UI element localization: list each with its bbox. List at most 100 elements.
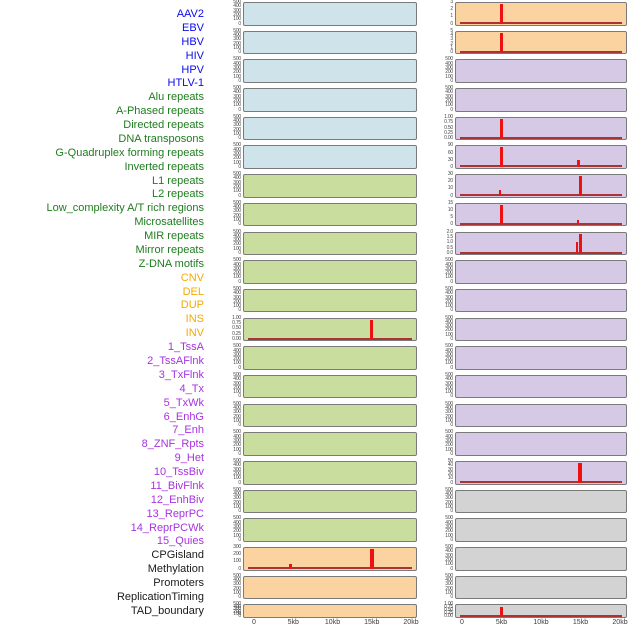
y-tick-label: 200 — [233, 551, 241, 558]
y-tick-label: 400 — [445, 519, 453, 526]
y-tick-label: 1 — [450, 44, 453, 51]
y-tick-label: 500 — [233, 27, 241, 34]
feature-label: 5_TxWk — [163, 396, 204, 409]
y-tick-label: 200 — [233, 40, 241, 47]
y-tick-label: 200 — [445, 528, 453, 535]
zero-baseline — [460, 251, 622, 254]
x-tick-label: 10kb — [533, 619, 549, 626]
feature-label: G-Quadruplex forming repeats — [55, 146, 204, 159]
mini-panel-l2-repeats — [243, 374, 417, 399]
y-tick-label: 500 — [233, 171, 241, 178]
y-tick-label: 400 — [233, 491, 241, 498]
y-tick-label: 500 — [445, 56, 453, 63]
feature-label: 6_EnhG — [163, 410, 204, 423]
y-tick-label: 100 — [445, 303, 453, 310]
y-tick-label: 10 — [447, 475, 453, 482]
y-tick-label: 100 — [233, 360, 241, 367]
y-tick-label: 500 — [233, 601, 241, 608]
feature-label: 8_ZNF_Rpts — [141, 438, 204, 451]
y-tick-label: 400 — [445, 318, 453, 325]
y-tick-label: 400 — [445, 376, 453, 383]
y-tick-label: 0.0 — [446, 250, 454, 257]
y-tick-label: 500 — [445, 515, 453, 522]
y-tick-label: 30 — [447, 156, 453, 163]
y-tick-label: 3 — [450, 0, 453, 5]
y-tick-label: 1.0 — [446, 239, 454, 246]
zero-baseline — [248, 337, 412, 340]
y-tick-label: 400 — [233, 31, 241, 38]
y-tick-label: 200 — [445, 97, 453, 104]
y-tick-label: 100 — [445, 532, 453, 539]
y-tick-label: 0 — [450, 49, 453, 56]
feature-label: MIR repeats — [144, 230, 204, 243]
mini-panel-5-txwk — [455, 174, 627, 198]
y-tick-label: 200 — [233, 241, 241, 248]
y-tick-label: 0.75 — [444, 119, 453, 126]
y-tick-label: 0 — [450, 422, 453, 429]
y-tick-label: 100 — [233, 16, 241, 23]
feature-label: A-Phased repeats — [115, 105, 204, 118]
y-tick-label: 0 — [450, 479, 453, 486]
y-tick-label: 400 — [233, 175, 241, 182]
feature-label: 1_TssA — [167, 341, 204, 354]
y-tick-label: 0.25 — [444, 129, 453, 136]
y-tick-label: 2 — [450, 6, 453, 13]
y-tick-label: 400 — [233, 89, 241, 96]
y-tick-label: 0 — [238, 163, 241, 170]
y-tick-label: 200 — [445, 384, 453, 391]
feature-label: ReplicationTiming — [116, 590, 204, 603]
y-tick-label: 0 — [450, 20, 453, 27]
spike-bar — [577, 220, 580, 225]
y-tick-label: 400 — [233, 347, 241, 354]
feature-label: Low_complexity A/T rich regions — [46, 202, 204, 215]
mini-panel-replicationtiming — [455, 575, 627, 600]
y-tick-label: 300 — [233, 93, 241, 100]
zero-baseline — [460, 136, 622, 139]
y-tick-label: 0 — [450, 192, 453, 199]
mini-panel-7-enh — [455, 231, 627, 256]
mini-panel-8-znf-rpts — [455, 260, 627, 284]
mini-panel-dup — [243, 604, 417, 619]
feature-label: CPGisland — [151, 549, 204, 562]
x-tick-label: 20kb — [403, 619, 419, 626]
y-tick-label: 0.50 — [444, 607, 453, 614]
y-tick-label: 200 — [233, 442, 241, 449]
mini-panel-microsatellites — [243, 432, 417, 456]
spike-bar — [370, 319, 374, 340]
y-tick-label: 500 — [233, 371, 241, 378]
zero-baseline — [460, 222, 622, 225]
y-tick-label: 0.00 — [444, 613, 453, 620]
mini-panel-dna-transposons — [243, 260, 417, 284]
y-tick-label: 300 — [233, 64, 241, 71]
y-tick-label: 0.75 — [444, 604, 453, 611]
mini-panel-htlv-1 — [243, 145, 417, 169]
y-tick-label: 100 — [233, 503, 241, 510]
y-tick-label: 500 — [233, 572, 241, 579]
y-tick-label: 100 — [445, 446, 453, 453]
feature-label: EBV — [181, 21, 204, 34]
y-tick-label: 500 — [445, 371, 453, 378]
y-tick-label: 0 — [238, 135, 241, 142]
y-tick-label: 500 — [445, 544, 453, 551]
y-tick-label: 500 — [233, 285, 241, 292]
y-tick-label: 0 — [450, 393, 453, 400]
y-tick-label: 500 — [233, 85, 241, 92]
y-tick-label: 200 — [233, 528, 241, 535]
y-tick-label: 30 — [447, 466, 453, 473]
y-tick-label: 100 — [445, 417, 453, 424]
y-tick-label: 30 — [447, 171, 453, 178]
x-tick-label: 10kb — [324, 619, 341, 626]
feature-label: Alu repeats — [148, 91, 204, 104]
y-tick-label: 100 — [233, 159, 241, 166]
y-tick-label: 200 — [445, 557, 453, 563]
y-tick-label: 500 — [233, 257, 241, 264]
feature-label: Z-DNA motifs — [138, 257, 204, 270]
y-tick-label: 400 — [445, 548, 453, 555]
spike-bar — [369, 549, 374, 569]
y-tick-label: 40 — [447, 462, 453, 469]
mini-panel-z-dna-motifs — [243, 518, 417, 542]
y-tick-label: 300 — [233, 179, 241, 186]
feature-label: Microsatellites — [134, 216, 204, 229]
y-tick-label: 500 — [233, 0, 241, 5]
